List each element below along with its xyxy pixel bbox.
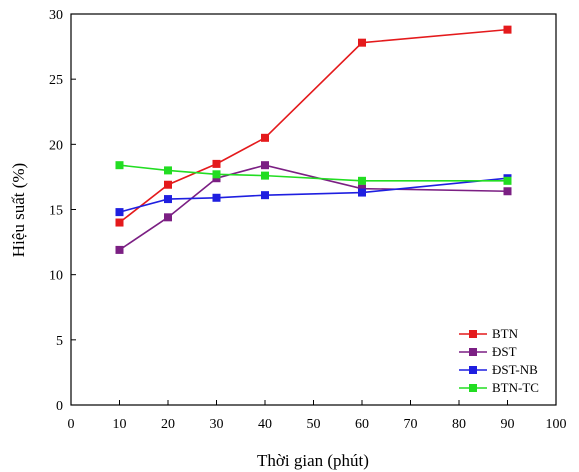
data-point	[261, 161, 269, 170]
x-axis-label: Thời gian (phút)	[257, 451, 369, 470]
x-tick-label: 20	[161, 417, 175, 432]
x-tick-label: 30	[210, 417, 224, 432]
series-line	[119, 28, 508, 224]
y-tick-label: 30	[49, 8, 63, 23]
data-point	[115, 208, 124, 217]
data-point	[164, 180, 172, 189]
y-tick-label: 15	[49, 204, 63, 219]
data-point	[503, 187, 512, 196]
data-point	[164, 213, 172, 222]
x-tick-label: 90	[501, 417, 515, 432]
data-point	[358, 38, 366, 47]
data-point	[358, 176, 366, 185]
x-tick-label: 80	[452, 417, 466, 432]
plot-frame	[70, 13, 557, 406]
data-point	[115, 161, 124, 170]
y-tick-label: 10	[49, 269, 63, 284]
y-axis-ticks: 0 5 10 15 20 25 30	[49, 8, 76, 414]
y-tick-label: 20	[49, 138, 63, 153]
series-BTN	[115, 25, 512, 227]
x-tick-label: 60	[355, 417, 369, 432]
data-point	[115, 245, 124, 254]
legend-item: ĐST	[459, 344, 517, 359]
y-tick-label: 5	[56, 334, 63, 349]
legend-item: ĐST-NB	[459, 362, 538, 377]
legend-swatch-marker	[469, 348, 477, 356]
legend-item: BTN	[459, 326, 519, 341]
x-tick-label: 40	[258, 417, 272, 432]
y-tick-label: 0	[56, 399, 63, 414]
x-tick-label: 50	[307, 417, 321, 432]
series-layer	[115, 25, 512, 254]
series-ĐST	[115, 161, 512, 254]
data-point	[212, 170, 221, 179]
legend-label: BTN-TC	[492, 380, 539, 395]
legend-label: ĐST-NB	[492, 362, 538, 377]
legend-item: BTN-TC	[459, 380, 539, 395]
series-line	[119, 164, 508, 182]
x-axis-ticks: 0 10 20 30 40 50 60 70 80 90 100	[68, 400, 567, 432]
series-line	[119, 177, 508, 213]
data-point	[261, 133, 269, 142]
series-line	[119, 164, 508, 251]
data-point	[261, 171, 269, 180]
legend-label: BTN	[492, 326, 519, 341]
x-tick-label: 100	[546, 417, 567, 432]
data-point	[164, 195, 172, 204]
data-point	[212, 193, 221, 202]
legend-swatch-marker	[469, 384, 477, 392]
data-point	[358, 188, 366, 197]
data-point	[261, 191, 269, 200]
axes	[70, 13, 557, 406]
x-tick-label: 0	[68, 417, 75, 432]
data-point	[115, 218, 124, 227]
legend: BTN ĐST ĐST-NB BTN-TC	[459, 326, 539, 395]
x-tick-label: 70	[404, 417, 418, 432]
data-point	[212, 159, 221, 168]
legend-swatch-marker	[469, 366, 477, 374]
data-point	[503, 176, 512, 185]
y-tick-label: 25	[49, 73, 63, 88]
y-axis-label: Hiệu suất (%)	[9, 163, 28, 257]
x-tick-label: 10	[113, 417, 127, 432]
data-point	[503, 25, 512, 34]
series-BTN-TC	[115, 161, 512, 185]
legend-label: ĐST	[492, 344, 517, 359]
data-point	[164, 166, 172, 175]
legend-swatch-marker	[469, 330, 477, 338]
